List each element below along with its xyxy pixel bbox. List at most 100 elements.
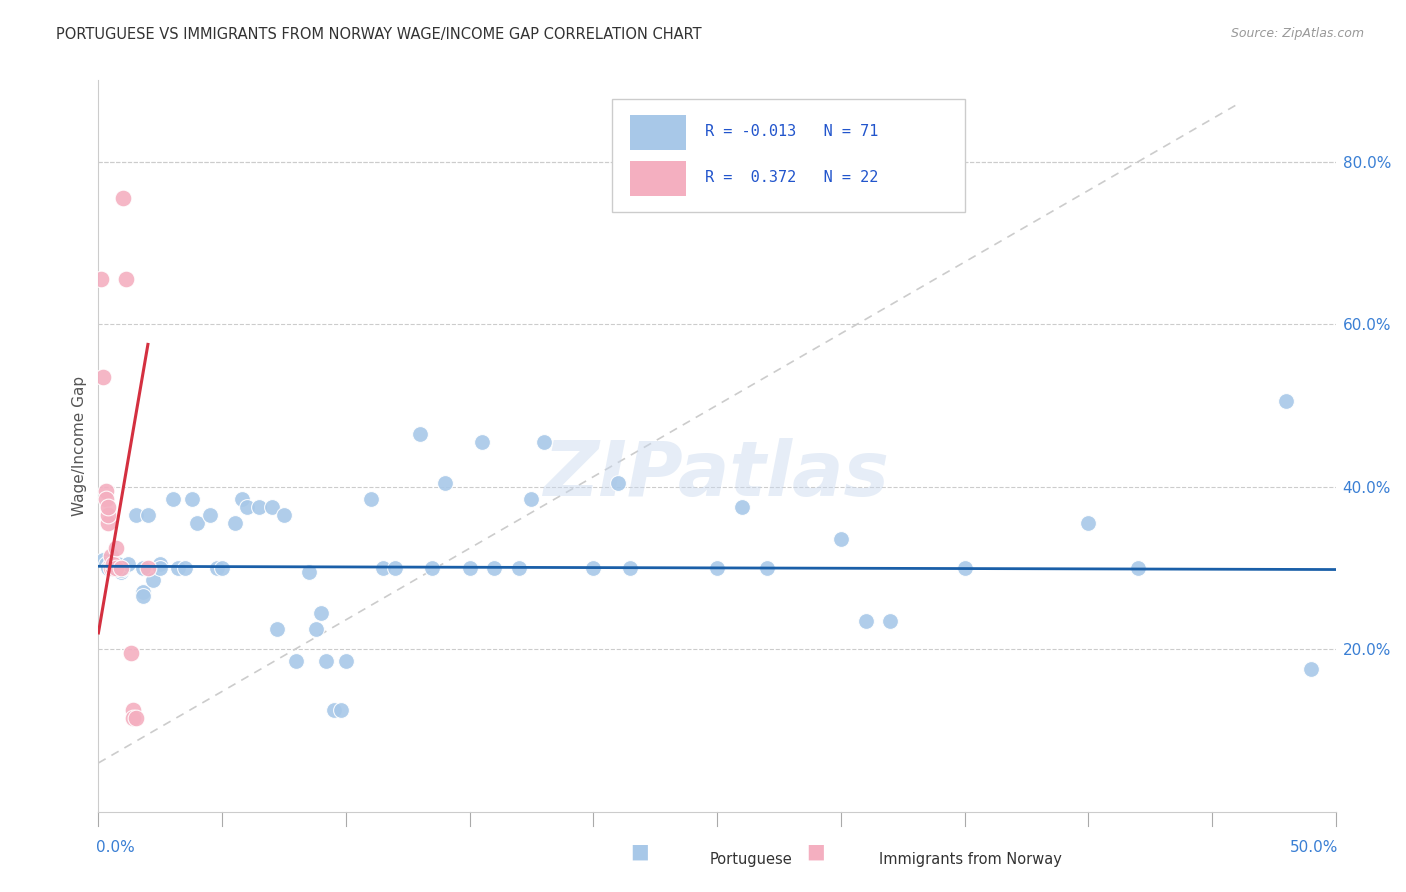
- Point: [107, 557, 129, 571]
- Point: [236, 500, 259, 514]
- Point: [110, 565, 132, 579]
- Point: [1126, 561, 1149, 575]
- Point: [879, 614, 901, 628]
- Point: [205, 561, 228, 575]
- Point: [371, 561, 394, 575]
- Point: [114, 272, 136, 286]
- Point: [409, 426, 432, 441]
- Point: [231, 491, 253, 506]
- Point: [198, 508, 221, 522]
- Point: [100, 561, 122, 575]
- Point: [122, 703, 145, 717]
- Point: [132, 590, 155, 604]
- Point: [120, 646, 142, 660]
- Point: [619, 561, 641, 575]
- Point: [100, 549, 122, 563]
- Point: [97, 508, 120, 522]
- Point: [731, 500, 754, 514]
- Point: [132, 585, 155, 599]
- Point: [433, 475, 456, 490]
- Point: [107, 561, 129, 575]
- Point: [110, 562, 132, 576]
- Point: [181, 491, 204, 506]
- Text: 0.0%: 0.0%: [96, 840, 135, 855]
- Point: [103, 557, 125, 571]
- Point: [266, 622, 288, 636]
- Point: [533, 434, 555, 449]
- Point: [305, 622, 328, 636]
- Point: [755, 561, 778, 575]
- Point: [162, 491, 184, 506]
- Y-axis label: Wage/Income Gap: Wage/Income Gap: [72, 376, 87, 516]
- Point: [94, 483, 117, 498]
- Point: [97, 561, 120, 575]
- Point: [422, 561, 444, 575]
- Point: [471, 434, 494, 449]
- Point: [508, 561, 530, 575]
- Point: [104, 561, 127, 575]
- Point: [273, 508, 295, 522]
- Text: ▪: ▪: [806, 838, 825, 867]
- Point: [335, 654, 357, 668]
- Point: [1077, 516, 1099, 531]
- Point: [149, 557, 172, 571]
- Point: [360, 491, 382, 506]
- Text: Source: ZipAtlas.com: Source: ZipAtlas.com: [1230, 27, 1364, 40]
- Point: [142, 573, 165, 587]
- Point: [174, 561, 197, 575]
- Point: [830, 533, 852, 547]
- Point: [211, 561, 233, 575]
- Point: [103, 557, 125, 571]
- Point: [520, 491, 543, 506]
- Point: [309, 606, 332, 620]
- Point: [247, 500, 270, 514]
- Text: R = -0.013   N = 71: R = -0.013 N = 71: [704, 124, 879, 139]
- Point: [104, 561, 127, 575]
- Point: [93, 553, 115, 567]
- Text: Portuguese: Portuguese: [710, 852, 793, 867]
- Point: [384, 561, 406, 575]
- Point: [94, 557, 117, 571]
- Point: [104, 541, 127, 555]
- Point: [97, 516, 120, 531]
- Point: [100, 557, 122, 571]
- Point: [953, 561, 976, 575]
- Point: [285, 654, 308, 668]
- Point: [112, 561, 135, 575]
- Text: 50.0%: 50.0%: [1289, 840, 1339, 855]
- Point: [97, 500, 120, 514]
- Point: [100, 561, 122, 575]
- Bar: [630, 161, 686, 196]
- Text: R =  0.372   N = 22: R = 0.372 N = 22: [704, 170, 879, 185]
- Point: [136, 508, 159, 522]
- Point: [166, 561, 188, 575]
- Point: [484, 561, 506, 575]
- Point: [112, 191, 135, 205]
- Point: [132, 561, 155, 575]
- Point: [110, 561, 132, 575]
- Text: Immigrants from Norway: Immigrants from Norway: [879, 852, 1062, 867]
- FancyBboxPatch shape: [612, 99, 965, 212]
- Point: [117, 557, 139, 571]
- Point: [855, 614, 877, 628]
- Point: [458, 561, 481, 575]
- Point: [103, 561, 125, 575]
- Point: [298, 565, 321, 579]
- Point: [329, 703, 352, 717]
- Point: [136, 561, 159, 575]
- Point: [122, 711, 145, 725]
- Point: [104, 557, 127, 571]
- Point: [224, 516, 246, 531]
- Point: [1299, 663, 1322, 677]
- Text: ZIPatlas: ZIPatlas: [544, 438, 890, 512]
- Point: [607, 475, 630, 490]
- Point: [186, 516, 208, 531]
- Point: [315, 654, 337, 668]
- Point: [149, 561, 172, 575]
- Text: PORTUGUESE VS IMMIGRANTS FROM NORWAY WAGE/INCOME GAP CORRELATION CHART: PORTUGUESE VS IMMIGRANTS FROM NORWAY WAG…: [56, 27, 702, 42]
- Bar: [630, 115, 686, 150]
- Point: [103, 561, 125, 575]
- Point: [1275, 394, 1298, 409]
- Point: [124, 711, 146, 725]
- Point: [582, 561, 605, 575]
